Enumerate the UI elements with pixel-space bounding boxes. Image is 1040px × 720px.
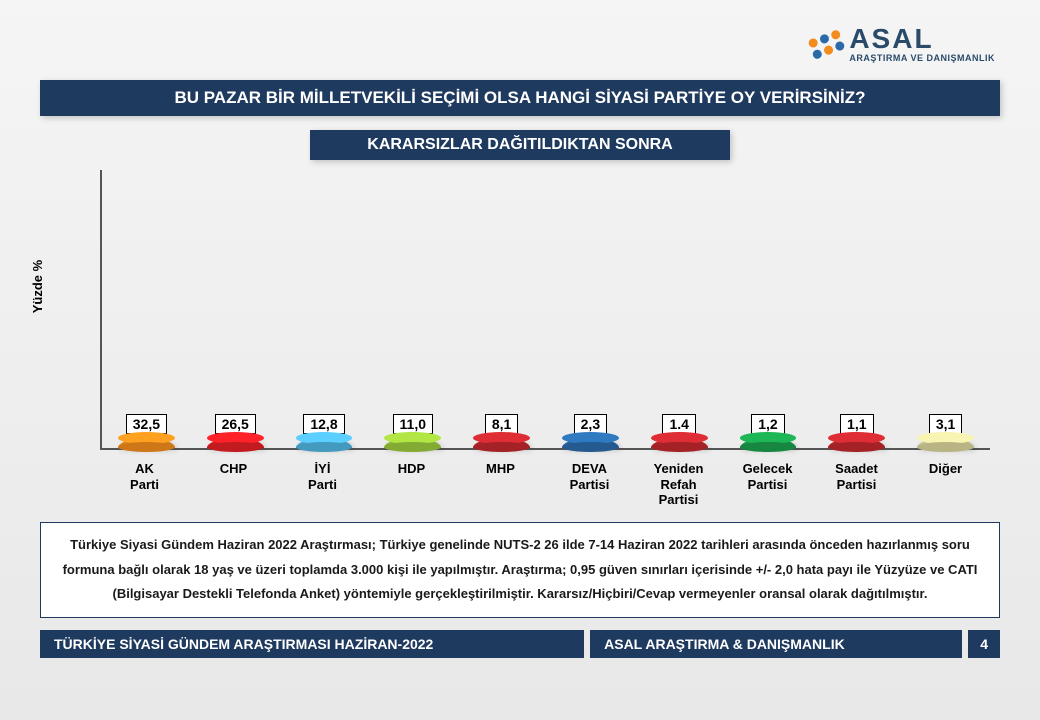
- bar: [562, 438, 619, 448]
- bar-value-label: 2,3: [574, 414, 607, 434]
- footer: TÜRKİYE SİYASİ GÜNDEM ARAŞTIRMASI HAZİRA…: [40, 630, 1000, 658]
- x-axis-label: HDP: [367, 455, 456, 510]
- x-axis-label: MHP: [456, 455, 545, 510]
- bar-value-label: 3,1: [929, 414, 962, 434]
- logo-mark-icon: [808, 28, 846, 59]
- x-axis-label: İYİParti: [278, 455, 367, 510]
- methodology-box: Türkiye Siyasi Gündem Haziran 2022 Araşt…: [40, 522, 1000, 618]
- footer-right: ASAL ARAŞTIRMA & DANIŞMANLIK: [590, 630, 962, 658]
- bar-group: 11,0: [368, 414, 457, 448]
- bar-group: 1,2: [724, 414, 813, 448]
- x-axis-label: DEVAPartisi: [545, 455, 634, 510]
- bar-value-label: 8,1: [485, 414, 518, 434]
- bar-group: 3,1: [901, 414, 990, 448]
- bar-value-label: 26,5: [215, 414, 256, 434]
- bar: [828, 438, 885, 448]
- bar-group: 1,1: [812, 414, 901, 448]
- plot-area: 32,5 26,5 12,8 11,0 8,1 2,3 1.4 1,2 1,1 3,1: [100, 170, 990, 450]
- bar-value-label: 32,5: [126, 414, 167, 434]
- bar: [296, 438, 353, 448]
- bar-chart: Yüzde % 32,526,512,811,08,12,31.41,21,13…: [40, 170, 1000, 510]
- bar-group: 2,3: [546, 414, 635, 448]
- bar-value-label: 1,2: [751, 414, 784, 434]
- x-axis-label: AKParti: [100, 455, 189, 510]
- x-axis-label: YenidenRefahPartisi: [634, 455, 723, 510]
- page-title: BU PAZAR BİR MİLLETVEKİLİ SEÇİMİ OLSA HA…: [40, 80, 1000, 116]
- y-axis-label: Yüzde %: [30, 260, 45, 313]
- bar-group: 26,5: [191, 414, 280, 448]
- logo-tagline: ARAŞTIRMA VE DANIŞMANLIK: [849, 53, 995, 63]
- bar-value-label: 1.4: [662, 414, 695, 434]
- footer-left: TÜRKİYE SİYASİ GÜNDEM ARAŞTIRMASI HAZİRA…: [40, 630, 584, 658]
- page-number: 4: [968, 630, 1000, 658]
- x-axis-label: SaadetPartisi: [812, 455, 901, 510]
- x-axis-label: CHP: [189, 455, 278, 510]
- bar: [118, 438, 175, 448]
- bar: [651, 438, 708, 448]
- bar-value-label: 1,1: [840, 414, 873, 434]
- x-axis-label: Diğer: [901, 455, 990, 510]
- brand-logo: ASAL ARAŞTIRMA VE DANIŞMANLIK: [810, 25, 995, 63]
- bar: [917, 438, 974, 448]
- bar-group: 1.4: [635, 414, 724, 448]
- bar-group: 8,1: [457, 414, 546, 448]
- bar-value-label: 11,0: [393, 414, 433, 434]
- logo-name: ASAL: [849, 25, 995, 53]
- page-subtitle: KARARSIZLAR DAĞITILDIKTAN SONRA: [310, 130, 730, 160]
- x-axis-label: GelecekPartisi: [723, 455, 812, 510]
- bar-value-label: 12,8: [303, 414, 344, 434]
- bar-group: 12,8: [280, 414, 369, 448]
- bar-group: 32,5: [102, 414, 191, 448]
- bar: [740, 438, 797, 448]
- bar: [384, 438, 441, 448]
- bar: [473, 438, 530, 448]
- bar: [207, 438, 264, 448]
